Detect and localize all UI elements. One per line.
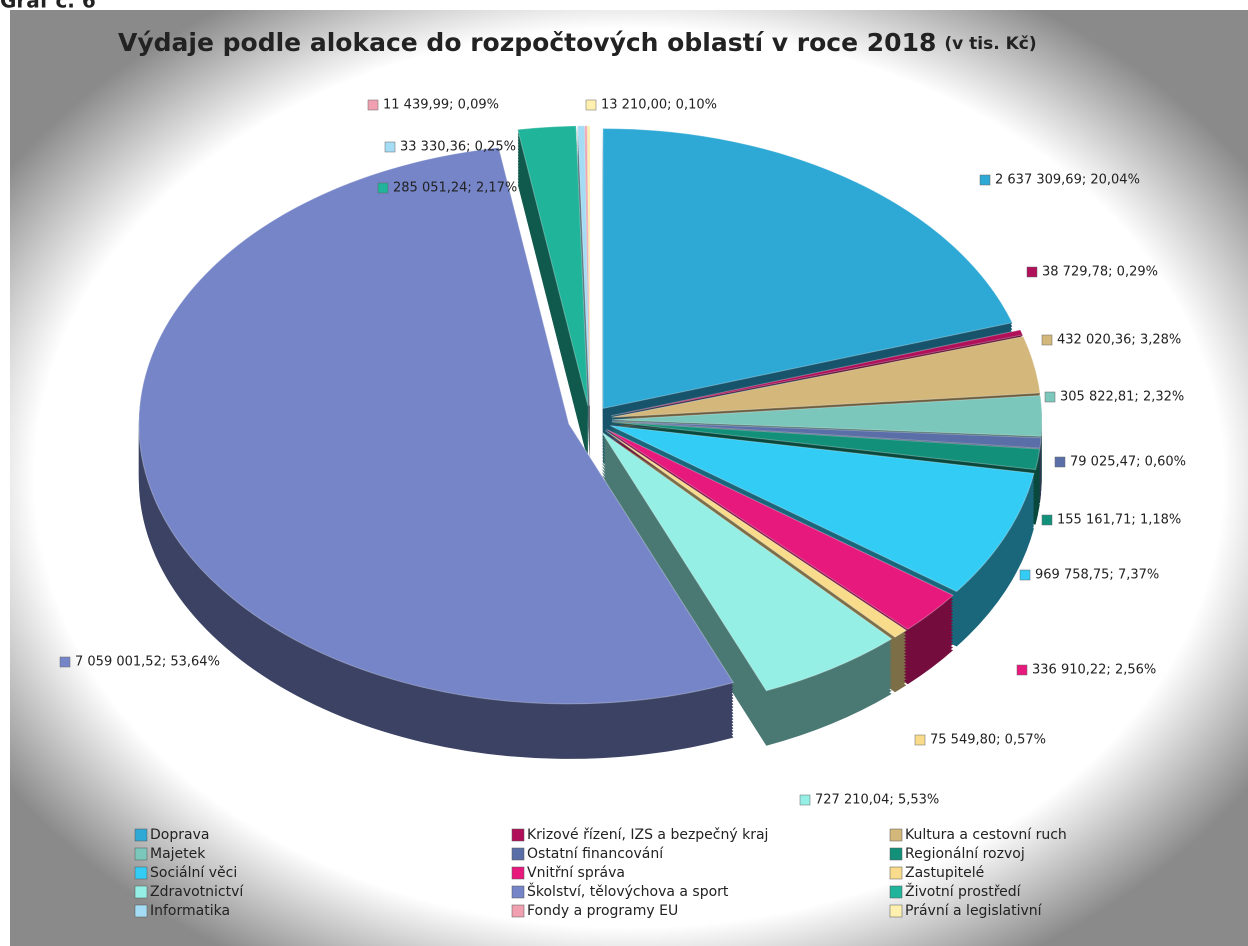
slice (611, 420, 1042, 449)
chart-title: Výdaje podle alokace do rozpočtových obl… (118, 28, 936, 57)
legend-swatch (889, 847, 903, 861)
legend-label: Vnitřní správa (527, 865, 625, 881)
slice (138, 147, 735, 705)
slice (517, 125, 589, 406)
title-group: Výdaje podle alokace do rozpočtových obl… (118, 28, 1037, 57)
data-label: 432 020,36; 3,28% (1057, 333, 1181, 348)
slice-side (577, 126, 590, 407)
label-marker (914, 734, 926, 746)
legend-swatch (511, 885, 525, 899)
slice-side (577, 138, 590, 419)
data-label: 336 910,22; 2,56% (1032, 663, 1156, 678)
legend-label: Majetek (150, 846, 206, 862)
label-marker (1041, 514, 1053, 526)
data-label: 75 549,80; 0,57% (930, 733, 1046, 748)
slice (577, 125, 591, 406)
slice-side (577, 159, 590, 440)
data-label: 2 637 309,69; 20,04% (995, 173, 1140, 188)
data-label: 969 758,75; 7,37% (1035, 568, 1159, 583)
legend-label: Regionální rozvoj (905, 846, 1025, 862)
legend-swatch (889, 828, 903, 842)
data-label: 38 729,78; 0,29% (1042, 265, 1158, 280)
legend-swatch (134, 904, 148, 918)
legend-swatch (889, 885, 903, 899)
legend-label: Informatika (150, 903, 230, 919)
slice (604, 429, 908, 638)
legend-label: Doprava (150, 827, 209, 843)
slice (611, 421, 1041, 471)
label-marker (377, 182, 389, 194)
label-marker (384, 141, 396, 153)
slice (586, 125, 591, 406)
legend-swatch (511, 904, 525, 918)
slice (602, 127, 1013, 410)
label-marker (1016, 664, 1028, 676)
slice-side (577, 150, 590, 431)
legend-swatch (889, 866, 903, 880)
slice-side (584, 132, 590, 413)
legend-label: Školství, tělovýchova a sport (527, 882, 729, 900)
legend-label: Zastupitelé (905, 865, 984, 881)
slice-side (577, 129, 590, 410)
legend-swatch (134, 885, 148, 899)
slice (610, 425, 1035, 593)
slice-side (577, 144, 590, 425)
slice (611, 335, 1041, 418)
data-label: 305 822,81; 2,32% (1060, 390, 1184, 405)
slice (601, 431, 893, 692)
slice-side (577, 162, 590, 443)
slice-side (584, 129, 590, 410)
legend-swatch (889, 904, 903, 918)
label-marker (1019, 569, 1031, 581)
legend-swatch (134, 866, 148, 880)
slice-side (611, 422, 1040, 471)
legend-swatch (511, 847, 525, 861)
label-marker (585, 99, 597, 111)
data-label: 7 059 001,52; 53,64% (75, 655, 220, 670)
slice-side (577, 135, 590, 416)
label-marker (1054, 456, 1066, 468)
legend-label: Právní a legislativní (905, 903, 1043, 919)
slice-side (577, 147, 590, 428)
legend-swatch (511, 866, 525, 880)
legend-label: Ostatní financování (527, 846, 664, 862)
legend-label: Krizové řízení, IZS a bezpečný kraj (527, 827, 768, 843)
slice-side (577, 153, 590, 434)
data-label: 11 439,99; 0,09% (383, 98, 499, 113)
chart-subtitle: (v tis. Kč) (944, 34, 1036, 54)
legend-swatch (511, 828, 525, 842)
data-label: 33 330,36; 0,25% (400, 140, 516, 155)
label-marker (367, 99, 379, 111)
slice-side (577, 141, 590, 422)
slice (610, 329, 1024, 417)
legend-label: Kultura a cestovní ruch (905, 827, 1067, 843)
data-label: 13 210,00; 0,10% (601, 98, 717, 113)
slice-side (584, 126, 590, 407)
label-marker (1044, 391, 1056, 403)
slice-side (584, 135, 590, 416)
data-label: 79 025,47; 0,60% (1070, 455, 1186, 470)
label-marker (59, 656, 71, 668)
label-marker (1026, 266, 1038, 278)
legend-label: Sociální věci (150, 865, 237, 881)
label-marker (979, 174, 991, 186)
legend-label: Fondy a programy EU (527, 903, 678, 919)
data-label: 155 161,71; 1,18% (1057, 513, 1181, 528)
data-label: 727 210,04; 5,53% (815, 793, 939, 808)
legend-swatch (134, 828, 148, 842)
legend-label: Zdravotnictví (150, 884, 244, 900)
slice-side (584, 138, 590, 419)
legend-label: Životní prostředí (905, 882, 1022, 900)
slice (606, 428, 954, 630)
slice (584, 125, 591, 406)
slice (611, 394, 1043, 437)
slice-side (577, 156, 590, 437)
legend-swatch (134, 847, 148, 861)
caption: Graf č. 6 (0, 0, 96, 13)
label-marker (799, 794, 811, 806)
data-label: 285 051,24; 2,17% (393, 181, 517, 196)
label-marker (1041, 334, 1053, 346)
slice-side (577, 132, 590, 413)
